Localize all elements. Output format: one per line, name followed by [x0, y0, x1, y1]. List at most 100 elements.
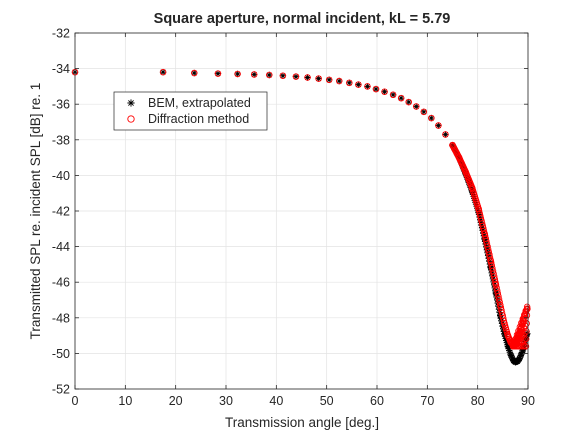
chart-title: Square aperture, normal incident, kL = 5… [154, 11, 451, 27]
data-point [506, 347, 513, 354]
data-point [493, 293, 500, 301]
data-point-shape [389, 91, 397, 98]
data-point-shape [505, 345, 512, 352]
tick-labels: 0 10 20 30 40 50 60 70 80 90 -32 -34 -36 -38 -40 -42 -44… [52, 27, 535, 409]
data-point [413, 103, 420, 110]
data-point-shape [493, 293, 500, 301]
data-point [503, 339, 511, 346]
data-point [315, 75, 322, 82]
data-point-shape [516, 355, 523, 362]
y-tick-label: -38 [52, 133, 70, 147]
data-point [492, 287, 499, 295]
data-point [475, 211, 483, 218]
data-point [234, 70, 241, 78]
data-point [517, 352, 524, 359]
data-point-shape [479, 227, 486, 234]
data-point [492, 290, 500, 298]
legend-circle [127, 115, 135, 123]
legend-marker-bem [127, 99, 135, 107]
y-tick-label: -46 [52, 276, 70, 290]
data-point [381, 88, 388, 95]
data-point [487, 263, 494, 271]
legend: BEM, extrapolated Diffraction method [113, 91, 268, 131]
data-point [508, 353, 515, 361]
data-point-shape [519, 347, 526, 355]
data-point [428, 114, 435, 122]
data-point-shape [522, 333, 530, 340]
data-point-shape [503, 339, 511, 346]
x-tick-label: 90 [521, 394, 535, 408]
data-point [372, 85, 380, 93]
data-point [505, 345, 512, 352]
data-point [397, 94, 405, 102]
data-point-shape [476, 214, 483, 221]
data-point [509, 354, 516, 362]
data-point [250, 71, 258, 78]
x-tick-label: 40 [269, 394, 283, 408]
data-point-shape [336, 77, 343, 85]
data-point-shape [474, 204, 481, 212]
x-tick-label: 50 [320, 394, 334, 408]
data-point [522, 343, 530, 350]
y-tick-label: -32 [52, 27, 70, 41]
data-point [518, 350, 525, 358]
data-point [336, 77, 343, 85]
data-point [325, 76, 333, 84]
data-point-shape [355, 81, 362, 88]
axes [74, 32, 529, 390]
y-tick-label: -52 [52, 383, 70, 397]
data-point-shape [478, 224, 486, 232]
data-point-shape [503, 337, 510, 344]
data-point-shape [486, 258, 493, 265]
data-point [516, 355, 523, 362]
data-point [405, 98, 412, 106]
data-point [476, 214, 483, 221]
data-point-shape [234, 70, 241, 78]
series-layer [71, 68, 531, 366]
x-tick-label: 30 [219, 394, 233, 408]
legend-asterisk-shape [127, 99, 135, 107]
data-point-shape [413, 103, 420, 110]
data-point [292, 73, 300, 80]
data-point [435, 122, 442, 129]
data-point [484, 252, 492, 259]
x-tick-label: 70 [420, 394, 434, 408]
data-point [457, 159, 465, 166]
data-point [214, 70, 222, 77]
data-point-shape [364, 83, 371, 90]
data-point [279, 72, 287, 79]
data-point [478, 224, 486, 232]
data-point [389, 91, 397, 99]
data-point [304, 74, 311, 81]
data-point [500, 317, 508, 325]
data-point-shape [457, 159, 465, 166]
data-point-shape [458, 162, 466, 169]
data-point [428, 114, 435, 122]
data-point-shape [492, 290, 500, 298]
data-point-shape [517, 352, 524, 359]
data-point [486, 260, 494, 268]
data-point-shape [435, 122, 442, 129]
data-point [266, 71, 273, 79]
data-point [479, 227, 486, 234]
data-point [442, 131, 449, 138]
data-point-shape [477, 216, 484, 224]
y-axis-label: Transmitted SPL re. incident SPL [dB] re… [28, 83, 43, 340]
data-point [355, 81, 362, 88]
data-point-shape [420, 108, 428, 116]
data-point [336, 77, 343, 85]
data-point [234, 70, 241, 78]
grid [74, 32, 529, 390]
data-point [279, 72, 287, 79]
data-point [435, 122, 442, 129]
data-point-shape [508, 353, 515, 361]
data-point-shape [504, 343, 512, 351]
data-point [250, 71, 258, 78]
data-point [372, 85, 380, 93]
y-tick-label: -36 [52, 98, 70, 112]
data-point-shape [191, 69, 198, 77]
data-point-shape [214, 70, 222, 77]
data-point-shape [397, 94, 405, 102]
legend-label-diffraction: Diffraction method [148, 112, 249, 126]
